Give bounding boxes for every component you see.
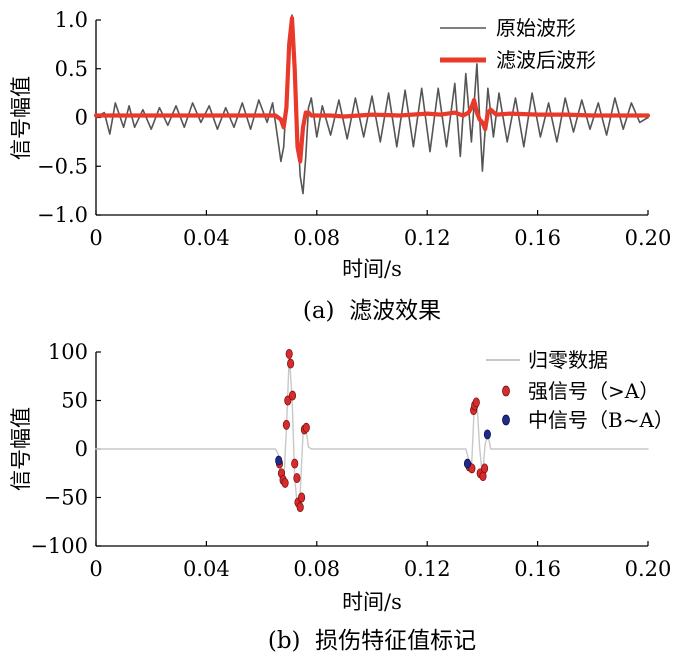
b-ytick-label: 0 [75, 437, 88, 461]
b-point-strong [293, 473, 301, 484]
a-series-line-1 [93, 16, 651, 164]
a-series-line-0 [95, 14, 649, 195]
legend-label-raw: 原始波形 [496, 16, 576, 40]
b-point-strong [298, 492, 306, 503]
b-point-strong [282, 419, 290, 430]
panel-a-ylabel: 信号幅值 [9, 76, 33, 160]
panel-a: 0 0.04 0.08 0.12 0.16 0.20 1.0 0.5 0 −0.5 −1.0 信号… [9, 8, 671, 324]
b-point-strong [472, 397, 480, 408]
b-point-medium [275, 455, 283, 466]
b-point-strong [285, 348, 293, 359]
b-point-medium [463, 458, 472, 469]
b-ytick-label: −100 [30, 534, 88, 558]
legend-marker-strong [502, 385, 510, 397]
a-xtick-label: 0.04 [183, 226, 230, 250]
a-xtick-label: 0.12 [404, 226, 451, 250]
panel-b-xlabel: 时间/s [342, 590, 402, 614]
a-ytick-label: 0.5 [55, 57, 88, 81]
panel-a-xlabel: 时间/s [342, 257, 402, 281]
b-point-strong [296, 502, 304, 513]
legend-label-zeroed: 归零数据 [528, 348, 608, 372]
a-ytick-label: 1.0 [55, 8, 88, 32]
b-point-strong [287, 358, 295, 369]
legend-label-strong: 强信号（>A） [528, 379, 659, 403]
panel-a-legend: 原始波形 滤波后波形 [440, 16, 596, 72]
a-xtick-label: 0.20 [625, 226, 672, 250]
b-ytick-label: −50 [44, 486, 88, 510]
legend-marker-medium [502, 414, 510, 426]
b-point-strong [291, 458, 299, 469]
b-point-strong [288, 390, 297, 401]
b-xtick-label: 0.08 [293, 557, 340, 581]
panel-b-ylabel: 信号幅值 [9, 407, 33, 491]
b-xtick-label: 0.20 [625, 557, 672, 581]
a-xtick-label: 0.16 [514, 226, 561, 250]
b-xtick-label: 0.16 [514, 557, 561, 581]
a-ytick-label: −1.0 [37, 203, 88, 227]
b-ytick-label: 50 [61, 389, 88, 413]
legend-label-filtered: 滤波后波形 [496, 48, 596, 72]
legend-label-medium: 中信号（B~A） [528, 408, 674, 432]
b-ytick-label: 100 [48, 340, 88, 364]
b-point-strong [284, 395, 292, 406]
b-point-strong [302, 422, 310, 433]
b-xtick-label: 0 [89, 557, 102, 581]
b-point-strong [481, 463, 489, 474]
panel-a-caption: (a) 滤波效果 [303, 298, 441, 324]
a-ytick-label: 0 [75, 106, 88, 130]
b-point-medium [483, 429, 491, 440]
b-xtick-label: 0.12 [404, 557, 451, 581]
b-point-strong [281, 477, 289, 488]
a-xtick-label: 0 [89, 226, 102, 250]
panel-b-caption: (b) 损伤特征值标记 [268, 628, 476, 654]
panel-b: 0 0.04 0.08 0.12 0.16 0.20 100 50 0 −50 −100 信号幅值… [9, 340, 674, 654]
a-ytick-label: −0.5 [37, 154, 88, 178]
b-xtick-label: 0.04 [183, 557, 230, 581]
panel-b-legend: 归零数据 强信号（>A） 中信号（B~A） [486, 348, 674, 432]
a-xtick-label: 0.08 [293, 226, 340, 250]
